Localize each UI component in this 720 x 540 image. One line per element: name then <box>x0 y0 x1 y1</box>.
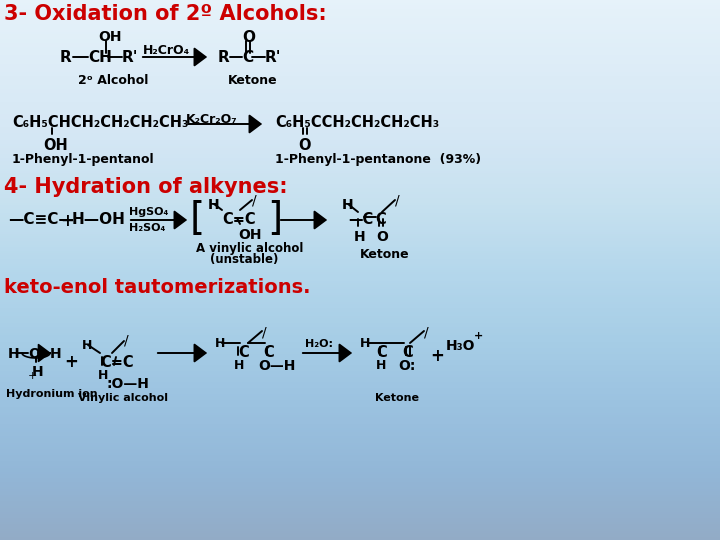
Text: —C: —C <box>348 212 373 227</box>
Text: —C≡C—: —C≡C— <box>8 212 73 227</box>
Text: O: O <box>376 230 388 244</box>
Text: C: C <box>242 50 253 65</box>
Text: 4- Hydration of alkynes:: 4- Hydration of alkynes: <box>4 177 287 197</box>
Text: H: H <box>82 339 92 352</box>
Text: C: C <box>402 345 413 360</box>
Text: Ketone: Ketone <box>360 248 410 261</box>
Text: H: H <box>208 198 220 212</box>
Text: 1-Phenyl-1-pentanol: 1-Phenyl-1-pentanol <box>12 153 155 166</box>
Text: /: / <box>262 325 266 339</box>
Text: C: C <box>238 345 248 360</box>
Text: +: + <box>60 212 74 230</box>
Text: H₂CrO₄: H₂CrO₄ <box>143 44 190 57</box>
Text: H: H <box>50 347 62 361</box>
Text: +: + <box>64 353 78 371</box>
Text: C₆H₅CHCH₂CH₂CH₂CH₃: C₆H₅CHCH₂CH₂CH₂CH₃ <box>12 115 189 130</box>
Text: H: H <box>98 369 109 382</box>
Text: H₂O:: H₂O: <box>305 339 333 349</box>
Text: K₂Cr₂O₇: K₂Cr₂O₇ <box>186 113 238 126</box>
Text: H: H <box>354 230 366 244</box>
Text: (unstable): (unstable) <box>210 253 279 266</box>
Text: OH: OH <box>43 138 68 153</box>
Text: R: R <box>60 50 72 65</box>
Text: Hydronium ion: Hydronium ion <box>6 389 98 399</box>
Text: OH: OH <box>98 30 122 44</box>
Text: H: H <box>234 359 244 372</box>
Text: 1-Phenyl-1-pentanone  (93%): 1-Phenyl-1-pentanone (93%) <box>275 153 481 166</box>
Text: /: / <box>252 194 256 208</box>
Text: R': R' <box>122 50 138 65</box>
Text: H: H <box>376 359 387 372</box>
Text: O—H: O—H <box>258 359 295 373</box>
Text: Vinylic alcohol: Vinylic alcohol <box>78 393 168 403</box>
Text: C: C <box>376 345 387 360</box>
Text: C=C: C=C <box>222 212 256 227</box>
Text: R: R <box>218 50 230 65</box>
Text: OH: OH <box>238 228 261 242</box>
Text: H₃O: H₃O <box>446 339 475 353</box>
Text: [: [ <box>190 200 205 238</box>
Text: Ketone: Ketone <box>228 74 278 87</box>
Text: O: O <box>242 30 255 45</box>
Text: H₂SO₄: H₂SO₄ <box>129 223 166 233</box>
Text: O: O <box>298 138 310 153</box>
Text: H: H <box>8 347 19 361</box>
Text: C₆H₅CCH₂CH₂CH₂CH₃: C₆H₅CCH₂CH₂CH₂CH₃ <box>275 115 439 130</box>
Text: C: C <box>263 345 274 360</box>
Text: H: H <box>32 365 44 379</box>
Text: /: / <box>424 325 428 339</box>
Text: H—OH: H—OH <box>72 212 126 227</box>
Text: A vinylic alcohol: A vinylic alcohol <box>196 242 303 255</box>
Text: 2ᵒ Alcohol: 2ᵒ Alcohol <box>78 74 148 87</box>
Text: +: + <box>430 347 444 365</box>
Text: R': R' <box>265 50 282 65</box>
Text: :O—H: :O—H <box>106 377 149 391</box>
Text: /: / <box>124 333 129 347</box>
Text: +: + <box>28 371 37 381</box>
Text: O:: O: <box>398 359 415 373</box>
Text: +: + <box>474 331 483 341</box>
Text: O: O <box>28 347 40 361</box>
Text: Ketone: Ketone <box>375 393 419 403</box>
Text: C: C <box>375 212 386 227</box>
Text: H: H <box>342 198 354 212</box>
Text: 3- Oxidation of 2º Alcohols:: 3- Oxidation of 2º Alcohols: <box>4 4 327 24</box>
Text: C=C: C=C <box>100 355 134 370</box>
Text: /: / <box>395 194 400 208</box>
Text: ]: ] <box>267 200 282 238</box>
Text: H: H <box>215 337 225 350</box>
Text: CH: CH <box>88 50 112 65</box>
Text: H: H <box>360 337 370 350</box>
Text: HgSO₄: HgSO₄ <box>129 207 168 217</box>
Text: keto-enol tautomerizations.: keto-enol tautomerizations. <box>4 278 310 297</box>
